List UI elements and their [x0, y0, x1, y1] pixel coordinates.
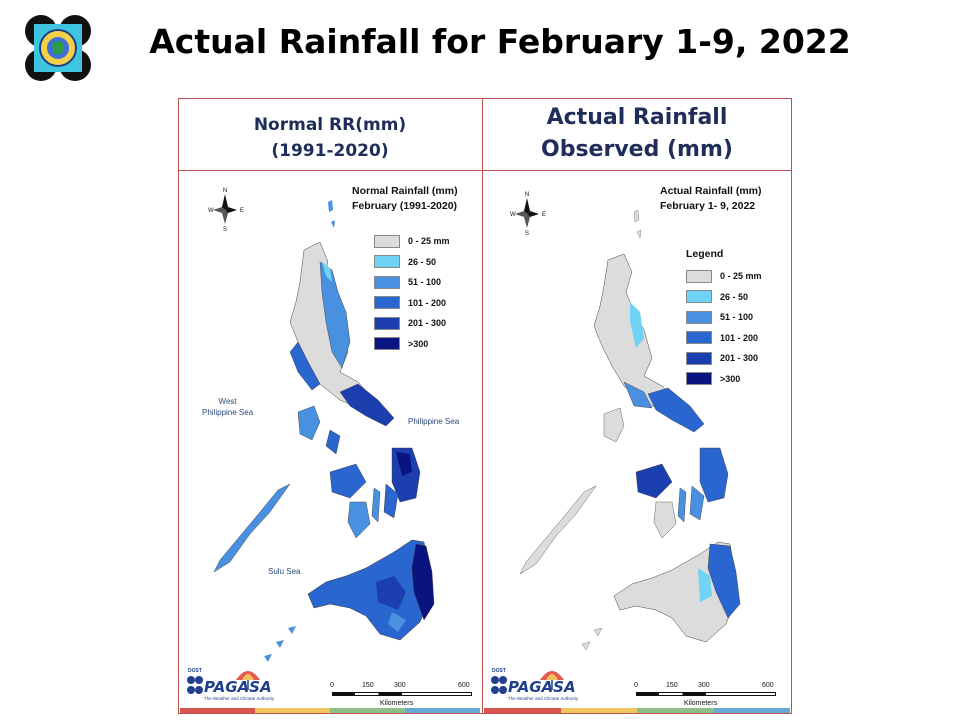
- left-legend-item: 0 - 25 mm: [374, 234, 450, 248]
- legend-swatch: [374, 337, 400, 350]
- legend-swatch: [686, 372, 712, 385]
- legend-swatch: [686, 310, 712, 324]
- svg-text:E: E: [542, 212, 546, 218]
- left-header-line1: Normal RR(mm): [253, 115, 407, 135]
- compass-s: S: [223, 227, 227, 232]
- stripe-segment: [180, 708, 255, 713]
- compass-e: E: [240, 208, 244, 214]
- umbrella-icon: [236, 671, 260, 690]
- comparison-frame: [178, 98, 792, 714]
- stripe-segment: [560, 708, 637, 713]
- umbrella-icon: [540, 671, 564, 690]
- right-header-line1: Actual Rainfall: [546, 105, 728, 130]
- left-legend-item: 26 - 50: [374, 255, 436, 269]
- legend-label: 51 - 100: [408, 277, 442, 287]
- stripe-segment: [637, 708, 714, 713]
- left-bottom-stripe: [180, 708, 480, 713]
- right-panel-header: Actual Rainfall Observed (mm): [484, 102, 790, 166]
- right-legend-item: >300: [686, 372, 740, 386]
- legend-label: 201 - 300: [720, 353, 759, 363]
- stripe-segment: [330, 708, 405, 713]
- right-bottom-stripe: [484, 708, 790, 713]
- compass-w: W: [208, 208, 214, 214]
- stripe-segment: [484, 708, 561, 713]
- right-header-line2: Observed (mm): [541, 137, 733, 162]
- left-legend-item: 201 - 300: [374, 316, 446, 330]
- right-pagasa-logo: DOST PAGASA The Weather and Climate Auth…: [491, 668, 578, 701]
- right-map-title: Actual Rainfall (mm) February 1- 9, 2022: [660, 184, 762, 214]
- actual-rainfall-map-panel: N S W E Actual Rainfall (mm) February 1-…: [484, 172, 790, 712]
- left-legend-item: 101 - 200: [374, 296, 446, 310]
- svg-text:W: W: [510, 212, 516, 218]
- right-legend-item: 201 - 300: [686, 351, 758, 365]
- left-philippines-map: [213, 200, 435, 662]
- legend-label: 26 - 50: [408, 256, 437, 267]
- pagasa-seal-icon: [25, 15, 91, 81]
- legend-label: 201 - 300: [408, 318, 447, 328]
- stripe-segment: [405, 708, 480, 713]
- page-title: Actual Rainfall for February 1-9, 2022: [149, 22, 851, 61]
- legend-label: 101 - 200: [720, 332, 759, 343]
- left-scale-bar: 0 150 300 600 Kilometers: [330, 682, 472, 712]
- legend-label: >300: [720, 373, 741, 384]
- left-legend-item: >300: [374, 337, 428, 351]
- legend-label: 26 - 50: [720, 291, 749, 302]
- panel-divider: [482, 98, 483, 714]
- legend-swatch: [374, 255, 400, 268]
- left-pagasa-logo: DOST PAGASA The Weather and Climate Auth…: [187, 668, 274, 701]
- right-philippines-map: [519, 209, 741, 651]
- compass-rose-icon: N S W E: [208, 188, 244, 232]
- pagasa-emblem-icon: [491, 676, 507, 694]
- right-legend-item: 101 - 200: [686, 331, 758, 345]
- legend-label: 0 - 25 mm: [408, 236, 450, 246]
- west-philippine-sea-label: West Philippine Sea: [202, 397, 254, 417]
- right-legend-heading: Legend: [686, 248, 724, 260]
- normal-rainfall-map-panel: N S W E Normal Rainfall (mm) February (1…: [180, 172, 481, 712]
- left-map-title-line2: February (1991-2020): [352, 200, 458, 212]
- legend-label: >300: [408, 338, 429, 349]
- sulu-sea-label: Sulu Sea: [268, 567, 301, 576]
- right-map-title-line2: February 1- 9, 2022: [660, 200, 756, 212]
- legend-label: 101 - 200: [408, 297, 447, 308]
- right-scale-bar: 0 150 300 600 Kilometers: [634, 682, 776, 712]
- right-legend-item: 51 - 100: [686, 310, 753, 324]
- pagasa-emblem-icon: [187, 676, 203, 694]
- left-map-title-line1: Normal Rainfall (mm): [352, 185, 458, 197]
- right-map-title-line1: Actual Rainfall (mm): [660, 185, 762, 197]
- stripe-segment: [713, 708, 790, 713]
- left-map-title: Normal Rainfall (mm) February (1991-2020…: [352, 184, 458, 214]
- legend-swatch: [374, 234, 400, 248]
- legend-swatch: [686, 269, 712, 283]
- legend-swatch: [374, 296, 400, 309]
- compass-n: N: [223, 188, 227, 194]
- legend-label: 51 - 100: [720, 312, 754, 322]
- stripe-segment: [255, 708, 330, 713]
- right-legend-item: 26 - 50: [686, 290, 748, 304]
- legend-swatch: [374, 316, 400, 330]
- philippine-sea-label: Philippine Sea: [408, 417, 460, 426]
- left-panel-header: Normal RR(mm) (1991-2020): [180, 112, 480, 164]
- right-legend-item: 0 - 25 mm: [686, 269, 762, 283]
- header-divider: [178, 170, 792, 171]
- legend-label: 0 - 25 mm: [720, 271, 762, 281]
- svg-text:N: N: [525, 192, 529, 198]
- legend-swatch: [686, 331, 712, 344]
- legend-swatch: [686, 290, 712, 303]
- left-header-line2: (1991-2020): [271, 141, 389, 161]
- svg-text:S: S: [525, 231, 529, 236]
- legend-swatch: [374, 275, 400, 289]
- left-legend-item: 51 - 100: [374, 275, 441, 289]
- compass-rose-icon: N S W E: [510, 192, 546, 236]
- legend-swatch: [686, 351, 712, 365]
